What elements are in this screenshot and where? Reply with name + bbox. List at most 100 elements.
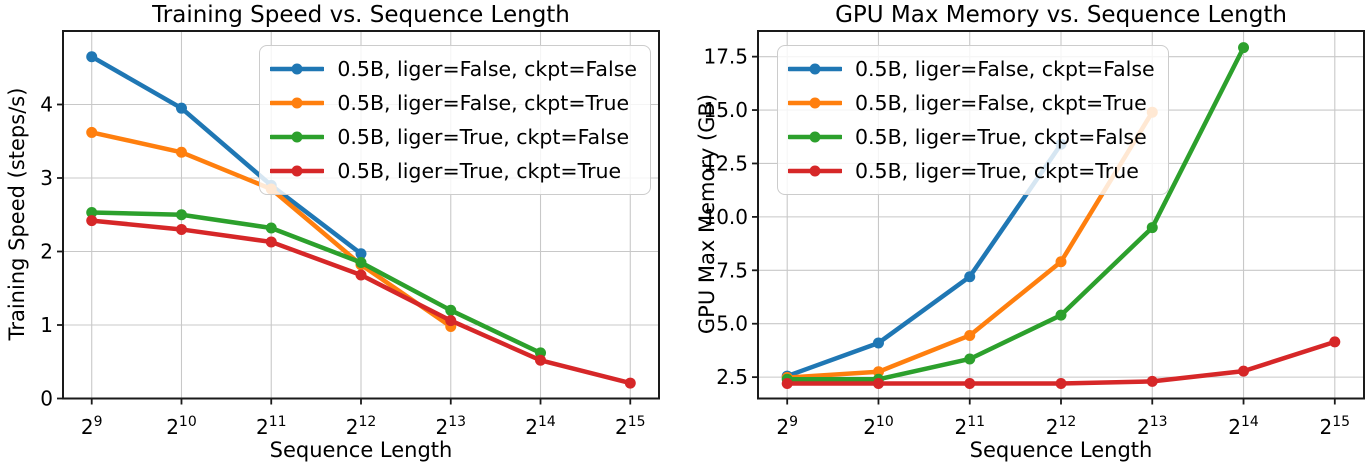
chart-right: 2.5 5.0 7.5 10.0 12.5 15.0 17.5 29 210 211 212 213 2… [703,30,1365,439]
legend-line-marker-icon [788,131,842,143]
data-point [1238,42,1250,54]
legend-item: 0.5B, liger=True, ckpt=False [788,122,1155,152]
legend-label: 0.5B, liger=False, ckpt=False [337,57,637,81]
legend-label: 0.5B, liger=True, ckpt=True [337,159,622,183]
x-tick-label: 215 [615,414,646,439]
series-line [784,45,1246,382]
y-tick-label: 3 [40,166,53,190]
y-tick-label: 10.0 [703,205,748,229]
x-tick-label: 211 [256,414,287,439]
legend-left-chart: 0.5B, liger=False, ckpt=False 0.5B, liger… [259,45,651,195]
y-tick-label: 17.5 [703,45,748,69]
series-3 [86,215,636,389]
legend-item: 0.5B, liger=False, ckpt=False [270,54,637,84]
y-tick-label: 5.0 [716,312,748,336]
legend-item: 0.5B, liger=False, ckpt=True [788,88,1155,118]
legend-line-marker-icon [270,97,325,109]
series-3 [781,336,1341,390]
data-point [86,51,98,63]
x-tick-label: 29 [81,414,103,439]
legend-right-chart: 0.5B, liger=False, ckpt=False 0.5B, liger… [777,45,1169,195]
x-tick-label: 212 [346,414,377,439]
data-point [86,215,98,227]
legend-line-marker-icon [270,165,325,177]
x-axis-label-left: Sequence Length [269,438,453,462]
legend-label: 0.5B, liger=False, ckpt=True [855,91,1147,115]
x-tick-label: 29 [776,414,798,439]
data-point [1055,309,1067,321]
axis-ticks: 0 1 2 3 4 29 210 211 212 213 214 215 [40,93,645,440]
chart-title-gpu-memory: GPU Max Memory vs. Sequence Length [835,2,1287,28]
x-tick-label: 215 [1320,414,1351,439]
data-point [445,315,457,327]
data-point [964,271,976,283]
series-2 [86,207,547,359]
data-point [1055,256,1067,268]
data-point [1146,222,1158,234]
x-tick-label: 210 [863,414,894,439]
legend-line-marker-icon [788,97,842,109]
x-tick-label: 210 [166,414,197,439]
legend-label: 0.5B, liger=True, ckpt=False [337,125,630,149]
y-tick-label: 15.0 [703,98,748,122]
x-tick-label: 212 [1046,414,1077,439]
y-tick-label: 2 [40,240,53,264]
data-point [175,102,187,114]
axes-spines [757,30,1365,400]
series-line [89,210,543,356]
data-point [872,378,884,390]
legend-label: 0.5B, liger=True, ckpt=False [855,125,1147,149]
data-point [355,248,367,260]
chart-title-training-speed: Training Speed vs. Sequence Length [152,2,570,28]
data-point [445,304,457,316]
series-line [89,54,364,256]
data-point [175,209,187,221]
x-tick-label: 213 [435,414,466,439]
data-point [872,337,884,349]
legend-item: 0.5B, liger=True, ckpt=True [270,156,637,186]
data-point [1238,365,1250,377]
x-axis-label-right: Sequence Length [969,438,1153,462]
data-point [355,257,367,269]
y-tick-label: 0 [40,387,53,411]
legend-item: 0.5B, liger=True, ckpt=True [788,156,1155,186]
legend-line-marker-icon [788,63,842,75]
data-point [964,329,976,341]
legend-label: 0.5B, liger=False, ckpt=True [337,91,630,115]
data-point [624,377,636,389]
y-tick-label: 4 [40,93,53,117]
data-point [265,222,277,234]
data-point [175,223,187,235]
legend-line-marker-icon [270,63,325,75]
data-point [1329,336,1341,348]
data-point [355,269,367,281]
data-point [265,236,277,248]
data-point [1146,375,1158,387]
legend-label: 0.5B, liger=False, ckpt=False [855,57,1155,81]
data-point [175,146,187,158]
y-tick-label: 1 [40,313,53,337]
data-point [1055,378,1067,390]
data-point [964,378,976,390]
x-tick-label: 214 [1228,414,1259,439]
x-tick-label: 214 [525,414,556,439]
legend-item: 0.5B, liger=True, ckpt=False [270,122,637,152]
data-point [535,354,547,366]
legend-line-marker-icon [270,131,325,143]
y-tick-label: 7.5 [716,258,748,282]
axis-ticks: 2.5 5.0 7.5 10.0 12.5 15.0 17.5 29 210 211 212 213 2… [703,45,1350,439]
data-point [86,126,98,138]
y-tick-label: 12.5 [703,151,748,175]
axes-spines [62,30,660,400]
legend-item: 0.5B, liger=False, ckpt=True [270,88,637,118]
legend-line-marker-icon [788,165,842,177]
legend-item: 0.5B, liger=False, ckpt=False [788,54,1155,84]
x-tick-label: 211 [954,414,985,439]
data-point [86,207,98,219]
series-line [784,141,1064,379]
x-tick-label: 213 [1137,414,1168,439]
data-point [781,378,793,390]
y-tick-label: 2.5 [716,365,748,389]
